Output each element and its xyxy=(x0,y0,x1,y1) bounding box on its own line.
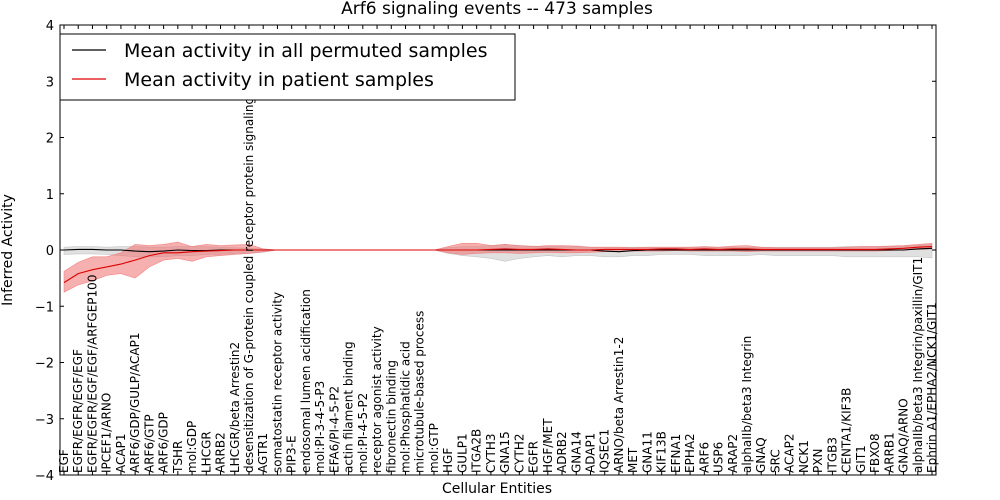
x-tick-label: EGFR xyxy=(527,441,541,473)
series-line-patient xyxy=(63,246,933,284)
x-tick-label: EPHA2 xyxy=(683,433,697,473)
x-tick-label: ITGB3 xyxy=(825,437,839,473)
x-axis-ticks: EGF EGFR/EGFR/EGF/EGF EGFR/EGFR/EGF/EGF/AR… xyxy=(57,25,939,475)
x-tick-label: PIP3-E xyxy=(285,435,299,473)
y-tick-label: 3 xyxy=(46,75,54,90)
x-tick-label: mol:GDP xyxy=(185,421,199,473)
x-tick-label: GULP1 xyxy=(455,433,469,473)
y-tick-label: 4 xyxy=(46,19,54,34)
x-tick-label: alphaIIb/beta3 Integrin xyxy=(740,336,754,473)
legend-box xyxy=(59,33,516,101)
x-tick-label: ACAP2 xyxy=(783,434,797,473)
x-tick-label: GNA11 xyxy=(640,431,654,473)
x-tick-label: IPCEF1/ARNO xyxy=(100,393,114,473)
x-tick-label: USP6 xyxy=(712,442,726,473)
y-tick-label: −4 xyxy=(35,469,54,484)
y-axis-title: Inferred Activity xyxy=(0,194,16,306)
x-tick-label: desensitization of G-protein coupled rec… xyxy=(242,42,256,473)
x-tick-label: ARRB2 xyxy=(214,432,228,473)
x-tick-label: ARNO/beta Arrestin1-2 xyxy=(612,337,626,473)
x-tick-label: FBXO8 xyxy=(868,433,882,473)
x-tick-label: alphaIIb/beta3 Integrin/paxillin/GIT1 xyxy=(911,257,925,473)
x-tick-label: mol:PI-3-4-5-P3 xyxy=(313,381,327,473)
x-tick-label: ADRB2 xyxy=(555,431,569,473)
x-tick-label: HGF/MET xyxy=(541,418,555,473)
series-lines xyxy=(63,246,933,284)
x-tick-label: CYTH2 xyxy=(512,434,526,474)
x-tick-label: LHCGR/beta Arrestin2 xyxy=(228,342,242,473)
x-tick-label: actin filament binding xyxy=(342,341,356,473)
x-tick-label: ARAP2 xyxy=(726,434,740,473)
x-tick-label: fibronectin binding xyxy=(384,360,398,473)
y-tick-label: −1 xyxy=(35,300,54,315)
x-tick-label: EGF xyxy=(57,449,71,473)
x-tick-label: IQSEC1 xyxy=(598,429,612,473)
x-tick-label: ACAP1 xyxy=(114,434,128,473)
x-tick-label: CYTH3 xyxy=(484,434,498,474)
x-tick-label: receptor agonist activity xyxy=(370,326,384,473)
x-tick-label: EFA6/PI-4-5-P2 xyxy=(327,386,341,473)
x-tick-label: KIF13B xyxy=(655,431,669,473)
y-tick-label: −2 xyxy=(35,357,54,372)
x-tick-label: ARF6/GDP xyxy=(157,412,171,473)
x-tick-label: CENTA1/KIF3B xyxy=(840,388,854,473)
x-tick-label: ARF6/GTP xyxy=(142,414,156,473)
x-tick-label: NCK1 xyxy=(797,440,811,473)
y-tick-label: 1 xyxy=(46,188,54,203)
x-tick-label: mol:PI-4-5-P2 xyxy=(356,393,370,473)
x-tick-label: mol:Phosphatidic acid xyxy=(399,341,413,473)
y-axis-ticks: −4 −3 −2 −1 0 1 2 3 4 xyxy=(35,19,936,484)
x-tick-label: Ephrin A1/EPHA2/NCK1/GIT1 xyxy=(925,302,939,473)
legend-label: Mean activity in patient samples xyxy=(124,69,434,91)
x-tick-label: GNA14 xyxy=(569,431,583,473)
x-tick-label: SRC xyxy=(769,449,783,473)
x-tick-label: LHCGR xyxy=(199,431,213,473)
x-tick-label: ARRB1 xyxy=(882,432,896,473)
x-tick-label: GNA15 xyxy=(498,431,512,473)
legend-label: Mean activity in all permuted samples xyxy=(124,40,487,62)
x-tick-label: EFNA1 xyxy=(669,434,683,473)
y-tick-label: 0 xyxy=(46,244,54,259)
x-tick-label: GNAQ xyxy=(754,437,768,473)
x-tick-label: AGTR1 xyxy=(256,433,270,473)
x-tick-label: GNAQ/ARNO xyxy=(897,398,911,473)
y-tick-label: 2 xyxy=(46,132,54,147)
x-tick-label: endosomal lumen acidification xyxy=(299,289,313,473)
x-tick-label: GIT1 xyxy=(854,445,868,473)
x-tick-label: EGFR/EGFR/EGF/EGF xyxy=(71,349,85,473)
x-tick-label: microtubule-based process xyxy=(413,311,427,473)
x-tick-label: TSHR xyxy=(171,441,185,474)
x-tick-label: mol:GTP xyxy=(427,423,441,473)
x-tick-label: ARF6 xyxy=(697,442,711,473)
x-tick-label: somatostatin receptor activity xyxy=(270,292,284,473)
x-tick-label: PXN xyxy=(811,449,825,473)
x-tick-label: ITGA2B xyxy=(470,429,484,473)
x-tick-label: EGFR/EGFR/EGF/EGF/ARFGEP100 xyxy=(86,275,100,473)
x-tick-label: MET xyxy=(626,447,640,473)
x-tick-label: ADAP1 xyxy=(584,433,598,473)
x-axis-title: Cellular Entities xyxy=(442,481,552,497)
x-tick-label: ARF6/GDP/GULP/ACAP1 xyxy=(128,333,142,473)
y-tick-label: −3 xyxy=(35,413,54,428)
x-tick-label: HGF xyxy=(441,448,455,473)
legend: Mean activity in all permuted samples Mea… xyxy=(59,33,516,101)
chart-title: Arf6 signaling events -- 473 samples xyxy=(341,0,653,19)
